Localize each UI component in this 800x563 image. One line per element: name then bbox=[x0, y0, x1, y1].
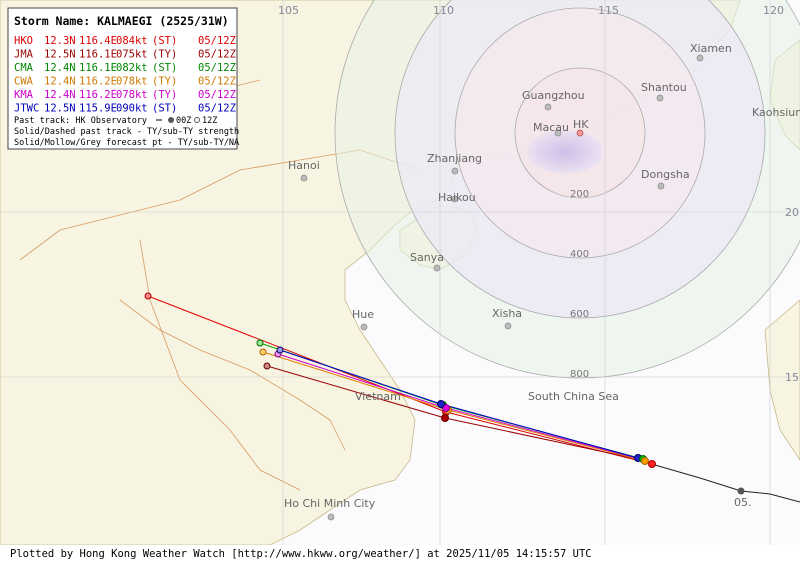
row-agency: JTWC bbox=[14, 103, 39, 115]
forecast-points bbox=[144, 292, 656, 468]
row-lon: 115.9E bbox=[79, 103, 117, 115]
legend: Storm Name: KALMAEGI (2525/31W) HKO 12.3N… bbox=[7, 7, 239, 150]
past-track-note: Past track: HK Observatory bbox=[14, 116, 147, 126]
row-agency: HKO bbox=[14, 35, 33, 47]
place-label: Dongsha bbox=[641, 168, 690, 181]
row-speed: 084kt bbox=[116, 35, 148, 47]
place-label: Macau bbox=[533, 121, 569, 134]
lon-label: 105 bbox=[278, 4, 299, 17]
lon-label: 115 bbox=[598, 4, 619, 17]
lon-label: 110 bbox=[433, 4, 454, 17]
row-category: (ST) bbox=[152, 62, 177, 74]
place-label: Kaohsiung bbox=[752, 106, 800, 119]
borders bbox=[19, 79, 421, 491]
place-label: HK bbox=[573, 118, 589, 131]
past-00z-sample bbox=[168, 117, 174, 123]
lat-label: 15 bbox=[785, 371, 799, 384]
past-point bbox=[737, 487, 745, 495]
past-12z-label: 12Z bbox=[202, 116, 217, 126]
place-label: Ho Chi Minh City bbox=[284, 497, 376, 510]
ring-label: 200 bbox=[570, 189, 589, 200]
row-category: (TY) bbox=[152, 89, 177, 101]
legend-title: Storm Name: KALMAEGI (2525/31W) bbox=[14, 14, 229, 28]
row-time: 05/12Z bbox=[198, 62, 236, 74]
row-lon: 116.1E bbox=[79, 62, 117, 74]
agency-row: JMA 12.5N 116.1E075kt (TY) 05/12Z bbox=[14, 49, 236, 61]
labels: 105 110 115 120 20 15 200 400 600 800 Gu… bbox=[278, 4, 800, 510]
footer: Plotted by Hong Kong Weather Watch [http… bbox=[10, 548, 592, 560]
luzon bbox=[764, 299, 800, 461]
place-label: Vietnam bbox=[355, 390, 401, 403]
row-agency: KMA bbox=[14, 89, 34, 101]
place-label: Shantou bbox=[641, 81, 687, 94]
row-category: (ST) bbox=[152, 103, 177, 115]
row-lon: 116.1E bbox=[79, 49, 117, 61]
agency-row: KMA 12.4N 116.2E078kt (TY) 05/12Z bbox=[14, 89, 236, 101]
row-agency: CMA bbox=[14, 62, 34, 74]
place-label: Hue bbox=[352, 308, 374, 321]
ring-label: 600 bbox=[570, 309, 589, 320]
row-lat: 12.5N bbox=[44, 49, 76, 61]
row-time: 05/12Z bbox=[198, 103, 236, 115]
past-00z-label: 00Z bbox=[176, 116, 191, 126]
place-label: Zhanjiang bbox=[427, 152, 482, 165]
place-label: Guangzhou bbox=[522, 89, 585, 102]
place-label: Xisha bbox=[492, 307, 522, 320]
legend-note: Solid/Dashed past track - TY/sub-TY stre… bbox=[14, 127, 239, 137]
footer-band bbox=[0, 545, 800, 563]
row-time: 05/12Z bbox=[198, 89, 236, 101]
lon-label: 120 bbox=[763, 4, 784, 17]
agency-row: HKO 12.3N 116.4E084kt (ST) 05/12Z bbox=[14, 35, 236, 47]
ring-label: 800 bbox=[570, 369, 589, 380]
row-time: 05/12Z bbox=[198, 76, 236, 88]
past-12z-sample bbox=[194, 117, 200, 123]
legend-note: Solid/Mollow/Grey forecast pt - TY/sub-T… bbox=[14, 138, 239, 148]
row-lat: 12.4N bbox=[44, 76, 76, 88]
graticule bbox=[0, 0, 800, 545]
row-category: (ST) bbox=[152, 35, 177, 47]
lat-label: 20 bbox=[785, 206, 799, 219]
row-lat: 12.4N bbox=[44, 89, 76, 101]
row-category: (TY) bbox=[152, 49, 177, 61]
place-label: South China Sea bbox=[528, 390, 619, 403]
row-speed: 075kt bbox=[116, 49, 148, 61]
row-lon: 116.2E bbox=[79, 89, 117, 101]
place-label: Hanoi bbox=[288, 159, 320, 172]
row-agency: CWA bbox=[14, 76, 34, 88]
row-speed: 090kt bbox=[116, 103, 148, 115]
place-label: Xiamen bbox=[690, 42, 732, 55]
place-label: Sanya bbox=[410, 251, 444, 264]
row-speed: 082kt bbox=[116, 62, 148, 74]
row-speed: 078kt bbox=[116, 89, 148, 101]
row-category: (TY) bbox=[152, 76, 177, 88]
agency-row: JTWC 12.5N 115.9E090kt (ST) 05/12Z bbox=[14, 103, 236, 115]
row-time: 05/12Z bbox=[198, 35, 236, 47]
row-speed: 078kt bbox=[116, 76, 148, 88]
city-dots bbox=[300, 54, 704, 521]
row-time: 05/12Z bbox=[198, 49, 236, 61]
place-label: Haikou bbox=[438, 191, 476, 204]
agency-row: CWA 12.4N 116.2E078kt (TY) 05/12Z bbox=[14, 76, 236, 88]
row-lat: 12.5N bbox=[44, 103, 76, 115]
row-lon: 116.4E bbox=[79, 35, 117, 47]
row-lat: 12.4N bbox=[44, 62, 76, 74]
row-lon: 116.2E bbox=[79, 76, 117, 88]
agency-row: CMA 12.4N 116.1E082kt (ST) 05/12Z bbox=[14, 62, 236, 74]
ring-label: 400 bbox=[570, 249, 589, 260]
row-lat: 12.3N bbox=[44, 35, 76, 47]
row-agency: JMA bbox=[14, 49, 34, 61]
date-marker: 05. bbox=[734, 496, 752, 509]
